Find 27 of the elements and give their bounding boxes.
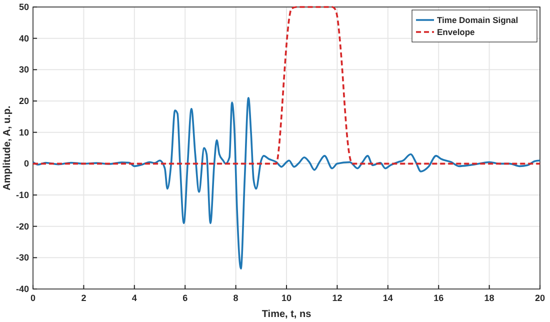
y-tick-label: 40 bbox=[18, 33, 29, 44]
x-tick-label: 10 bbox=[281, 293, 292, 303]
x-axis-title: Time, t, ns bbox=[262, 309, 312, 320]
x-tick-label: 0 bbox=[30, 293, 36, 303]
x-tick-label: 12 bbox=[332, 293, 342, 303]
y-tick-label: -20 bbox=[16, 221, 29, 232]
y-axis-title: Amplitude, A, u.p. bbox=[2, 105, 13, 190]
x-tick-label: 4 bbox=[132, 293, 137, 303]
line-series bbox=[32, 6, 541, 165]
x-tick-label: 18 bbox=[484, 293, 494, 303]
x-tick-label: 20 bbox=[534, 293, 546, 303]
legend-label: Envelope bbox=[437, 27, 476, 37]
x-tick-label: 14 bbox=[382, 293, 393, 303]
y-tick-label: 50 bbox=[18, 2, 29, 12]
legend-label: Time Domain Signal bbox=[437, 15, 518, 25]
y-tick-label: -10 bbox=[16, 190, 29, 200]
y-tick-label: 20 bbox=[18, 96, 29, 106]
y-tick-label: 10 bbox=[18, 127, 29, 138]
y-tick-label: -40 bbox=[16, 284, 29, 294]
x-tick-label: 6 bbox=[182, 293, 188, 303]
y-tick-label: 0 bbox=[24, 158, 29, 169]
line-series bbox=[32, 96, 541, 270]
x-tick-label: 2 bbox=[81, 293, 86, 303]
y-tick-label: 30 bbox=[18, 64, 29, 75]
x-tick-label: 16 bbox=[434, 293, 444, 303]
x-tick-label: 8 bbox=[233, 293, 238, 303]
y-tick-label: -30 bbox=[16, 252, 29, 263]
